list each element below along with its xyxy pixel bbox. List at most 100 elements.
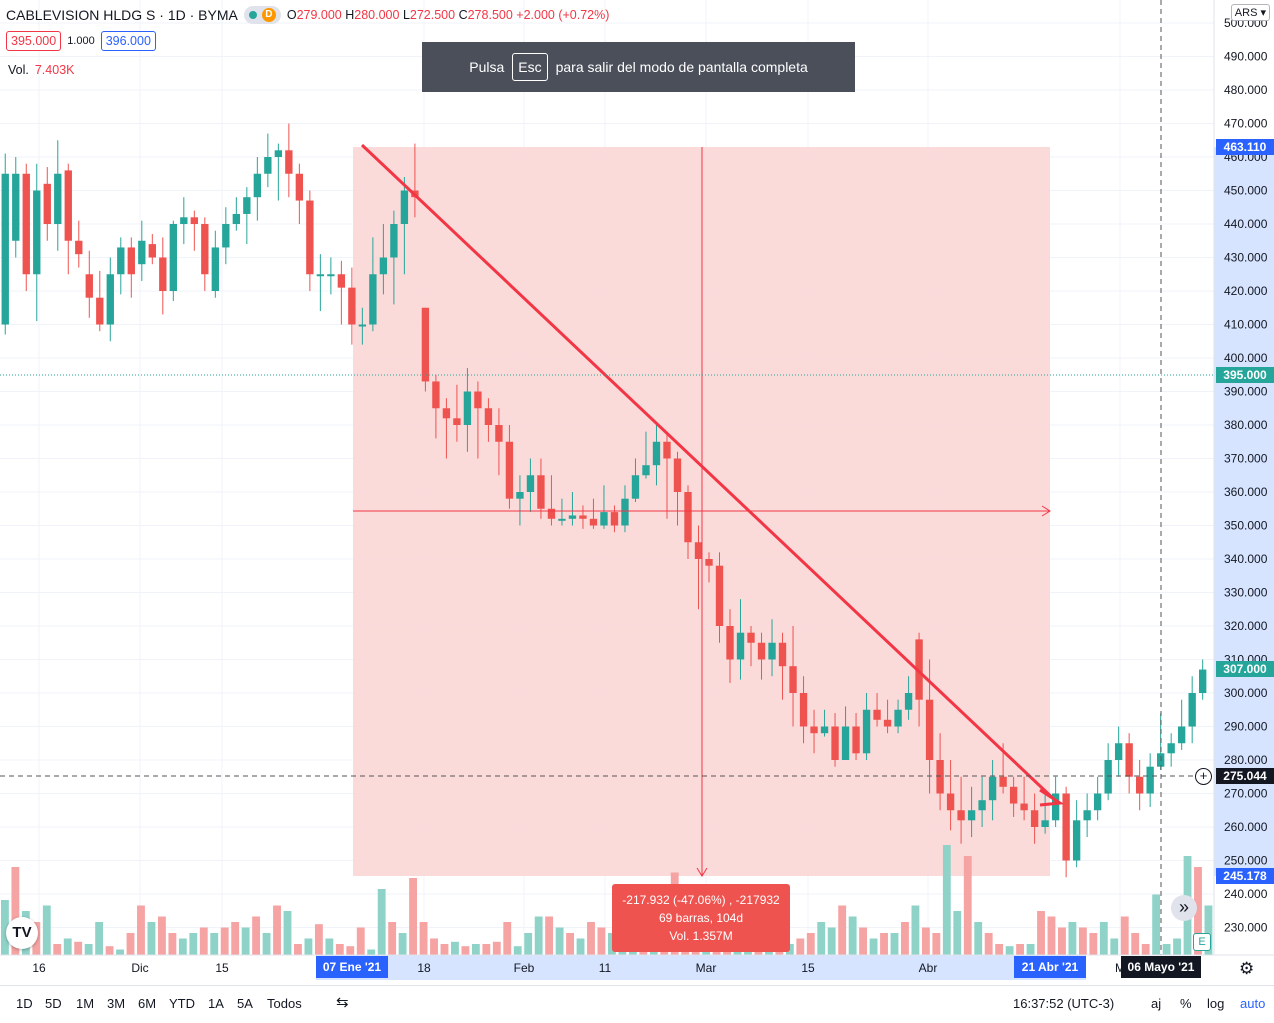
log-toggle[interactable]: log [1207, 996, 1225, 1011]
candle [789, 626, 797, 727]
trend-line-arrowhead [1039, 788, 1065, 807]
timeframe-3m[interactable]: 3M [107, 996, 126, 1011]
candle [64, 163, 72, 275]
ask-price[interactable]: 396.000 [100, 31, 156, 51]
volume-bar [471, 944, 480, 955]
candle [1188, 676, 1196, 744]
candle [463, 368, 472, 452]
price-tick: 240.000 [1224, 887, 1268, 901]
currency-selector[interactable]: ARS ▾ [1230, 4, 1270, 21]
bid-price[interactable]: 395.000 [6, 31, 62, 51]
volume-bar [1131, 933, 1140, 955]
price-tick: 320.000 [1224, 619, 1268, 633]
candle [894, 699, 902, 734]
volume-bar [116, 949, 124, 955]
market-status-pill[interactable]: D [243, 6, 281, 24]
volume-bar [1194, 867, 1202, 955]
candle [1199, 659, 1207, 700]
volume-bar [1078, 927, 1087, 955]
volume-bar [42, 905, 51, 955]
volume-bar [576, 938, 585, 955]
chart-settings-icon[interactable]: ⚙ [1239, 959, 1255, 978]
range-start-date: 07 Ene '21 [316, 956, 388, 978]
volume-bar [545, 916, 554, 955]
candle [421, 307, 430, 392]
candle [348, 267, 356, 345]
scroll-to-realtime-icon[interactable]: » [1171, 895, 1197, 921]
candle [652, 425, 661, 486]
candle [148, 234, 156, 265]
timeframe-5d[interactable]: 5D [45, 996, 62, 1011]
volume-bar [880, 933, 888, 955]
candle [127, 237, 135, 298]
timeframe-todos[interactable]: Todos [267, 996, 302, 1011]
volume-bar [1204, 905, 1213, 955]
candle [232, 197, 241, 231]
candle [442, 398, 451, 459]
volume-bar [869, 938, 878, 955]
volume-bar [942, 845, 951, 955]
candle [337, 260, 346, 325]
auto-toggle[interactable]: auto [1240, 996, 1266, 1011]
candle [316, 254, 325, 312]
candle [106, 257, 114, 342]
volume-bar [932, 933, 941, 955]
candle [715, 552, 724, 643]
timeframe-1a[interactable]: 1A [208, 996, 224, 1011]
volume-bar [1162, 944, 1171, 955]
timeframe-ytd[interactable]: YTD [169, 996, 195, 1011]
price-tick: 350.000 [1224, 519, 1268, 533]
cursor-date: 06 Mayo '21 [1121, 956, 1201, 978]
volume-bar [1047, 916, 1056, 955]
volume-bar [1173, 938, 1181, 955]
adjust-toggle[interactable]: aj [1151, 996, 1162, 1011]
timeframe-5a[interactable]: 5A [237, 996, 253, 1011]
candle [1177, 699, 1186, 750]
candle [285, 123, 293, 198]
volume-bar [848, 916, 857, 955]
volume-bar [84, 944, 93, 955]
candle [1, 153, 9, 335]
volume-bar [147, 922, 156, 955]
volume-bar [995, 944, 1004, 955]
change-value: +2.000 (+0.72%) [516, 8, 610, 22]
timeframe-6m[interactable]: 6M [138, 996, 157, 1011]
price-tick: 400.000 [1224, 351, 1268, 365]
earnings-icon[interactable]: E [1193, 933, 1211, 951]
candle [726, 609, 734, 683]
candle [201, 217, 209, 291]
candle [810, 709, 818, 754]
price-tick: 470.000 [1224, 117, 1268, 131]
timeframe-1m[interactable]: 1M [76, 996, 95, 1011]
volume-bar [419, 922, 428, 955]
volume-bar [1120, 916, 1129, 955]
timeframe-1d[interactable]: 1D [16, 996, 33, 1011]
time-tick: M [1115, 961, 1125, 975]
volume-bar [1141, 944, 1150, 955]
symbol-title[interactable]: CABLEVISION HLDG S · 1D · BYMA [6, 7, 238, 23]
date-range-icon[interactable]: ⇆ [336, 994, 349, 1011]
time-scale-labels: 16 Dic 15 18 Feb 11 Mar 15 Abr M [32, 961, 1125, 975]
candle [841, 706, 850, 760]
volume-bar [1089, 933, 1098, 955]
candle [600, 485, 608, 529]
volume-bar [74, 941, 83, 955]
open-value: 279.000 [296, 8, 342, 22]
candle [1072, 800, 1081, 868]
measure-bars: 69 barras, 104d [658, 911, 744, 925]
candle [358, 307, 367, 345]
candle [1020, 776, 1028, 821]
volume-bar [252, 916, 261, 955]
candle [138, 220, 146, 281]
clock-time[interactable]: 16:37:52 (UTC-3) [1013, 996, 1115, 1011]
volume-bar [11, 867, 20, 955]
percent-toggle[interactable]: % [1180, 996, 1192, 1011]
tradingview-logo[interactable]: TV [6, 917, 38, 949]
price-tick: 330.000 [1224, 586, 1268, 600]
candlestick-series [1, 123, 1207, 878]
low-value: 272.500 [409, 8, 456, 22]
add-alert-icon[interactable]: + [1195, 768, 1212, 785]
candle [253, 157, 262, 221]
candle [694, 525, 703, 610]
